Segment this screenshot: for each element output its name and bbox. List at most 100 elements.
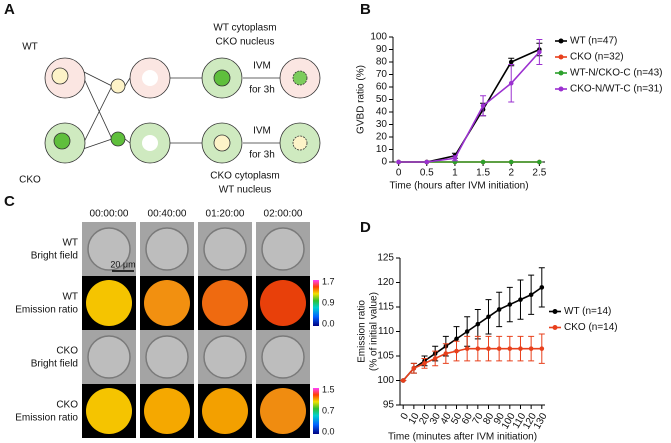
oocyte bbox=[203, 335, 247, 379]
point bbox=[464, 346, 470, 351]
y-tick-label: 125 bbox=[377, 253, 394, 264]
row-label: CKO bbox=[56, 400, 78, 411]
point bbox=[396, 159, 401, 165]
y-tick-label: 120 bbox=[377, 277, 394, 288]
x-tick-label: 0.5 bbox=[420, 168, 434, 179]
diagram-label: WT nucleus bbox=[219, 185, 272, 196]
point bbox=[508, 59, 514, 65]
colorbar-label: 0.7 bbox=[322, 405, 335, 415]
legend-marker bbox=[558, 54, 564, 60]
row-label: Bright field bbox=[31, 359, 78, 370]
legend-marker bbox=[558, 70, 564, 76]
panel-label: C bbox=[4, 193, 15, 210]
x-axis-title: Time (minutes after IVM initiation) bbox=[388, 432, 537, 443]
y-tick-label: 10 bbox=[376, 144, 388, 155]
y-tick-label: 105 bbox=[377, 351, 394, 362]
point bbox=[432, 356, 438, 361]
point bbox=[537, 159, 542, 165]
oocyte bbox=[261, 335, 305, 379]
point bbox=[480, 103, 486, 109]
diagram-label: for 3h bbox=[249, 85, 275, 96]
y-tick-label: 40 bbox=[376, 107, 388, 118]
point bbox=[475, 321, 481, 327]
diagram-label: for 3h bbox=[249, 150, 275, 161]
y-tick-label: 100 bbox=[377, 375, 394, 386]
panel-label: B bbox=[360, 1, 371, 18]
point bbox=[480, 159, 486, 165]
x-tick-label: 1 bbox=[452, 168, 458, 179]
colorbar-label: 1.5 bbox=[322, 384, 335, 394]
diagram-label: IVM bbox=[253, 126, 271, 137]
row-label: WT bbox=[62, 292, 78, 303]
diagram-label: CKO bbox=[19, 175, 41, 186]
oocyte bbox=[260, 280, 306, 326]
point bbox=[454, 336, 459, 342]
x-tick-label: 10 bbox=[407, 411, 422, 427]
x-tick-label: 2.5 bbox=[532, 168, 546, 179]
legend-label: WT-N/CKO-C (n=43) bbox=[570, 68, 663, 79]
diagram-label: CKO cytoplasm bbox=[210, 171, 279, 182]
legend-marker bbox=[552, 325, 558, 330]
series-line bbox=[398, 51, 540, 163]
point bbox=[496, 346, 502, 351]
x-tick-label: 40 bbox=[439, 411, 454, 427]
point bbox=[475, 346, 481, 351]
point bbox=[464, 329, 470, 334]
x-tick-label: 0 bbox=[399, 411, 412, 422]
x-tick-label: 70 bbox=[471, 411, 486, 427]
x-tick-label: 20 bbox=[417, 411, 432, 427]
point bbox=[496, 307, 502, 312]
timepoint: 00:00:00 bbox=[90, 209, 129, 220]
point bbox=[454, 348, 459, 354]
y-tick-label: 95 bbox=[383, 400, 395, 411]
point bbox=[486, 314, 491, 320]
oocyte bbox=[86, 388, 132, 434]
point bbox=[486, 346, 491, 351]
oocyte bbox=[87, 335, 131, 379]
y-tick-label: 90 bbox=[376, 44, 388, 55]
oocyte bbox=[87, 227, 131, 271]
y-tick-label: 115 bbox=[378, 302, 394, 313]
y-tick-label: 60 bbox=[376, 82, 388, 93]
oocyte bbox=[202, 388, 248, 434]
point bbox=[518, 297, 523, 302]
legend-marker bbox=[558, 86, 564, 92]
point bbox=[443, 351, 449, 356]
point bbox=[507, 346, 513, 351]
timepoint: 01:20:00 bbox=[206, 209, 245, 220]
x-tick-label: 0 bbox=[396, 168, 402, 179]
oocyte bbox=[261, 227, 305, 271]
legend-label: CKO (n=14) bbox=[564, 322, 618, 333]
y-tick-label: 80 bbox=[376, 57, 388, 68]
colorbar-label: 0.0 bbox=[322, 426, 335, 436]
point bbox=[422, 361, 427, 366]
y-tick-label: 70 bbox=[376, 69, 388, 80]
y-tick-label: 0 bbox=[381, 157, 387, 168]
x-tick-label: 130 bbox=[532, 411, 550, 431]
legend-marker bbox=[558, 38, 564, 44]
scale-label: 20 μm bbox=[110, 259, 135, 269]
colorbar-label: 1.7 bbox=[322, 276, 335, 286]
x-tick-label: 90 bbox=[492, 411, 507, 427]
series-line bbox=[398, 48, 540, 163]
colorbar bbox=[313, 280, 319, 326]
y-axis-title: (% of initial value) bbox=[369, 292, 380, 371]
diagram-label: CKO nucleus bbox=[216, 37, 275, 48]
oocyte bbox=[145, 335, 189, 379]
x-tick-label: 80 bbox=[481, 411, 496, 427]
timepoint: 00:40:00 bbox=[148, 209, 187, 220]
panel-label: D bbox=[360, 219, 371, 236]
row-label: Emission ratio bbox=[15, 305, 78, 316]
point bbox=[537, 49, 542, 55]
point bbox=[539, 346, 545, 351]
point bbox=[508, 80, 514, 86]
point bbox=[400, 378, 406, 383]
x-tick-label: 60 bbox=[460, 411, 475, 427]
x-tick-label: 1.5 bbox=[476, 168, 490, 179]
oocyte bbox=[260, 388, 306, 434]
diagram-label: WT cytoplasm bbox=[213, 23, 276, 34]
point bbox=[518, 346, 523, 351]
row-label: CKO bbox=[56, 346, 78, 357]
legend-label: WT (n=14) bbox=[564, 306, 611, 317]
